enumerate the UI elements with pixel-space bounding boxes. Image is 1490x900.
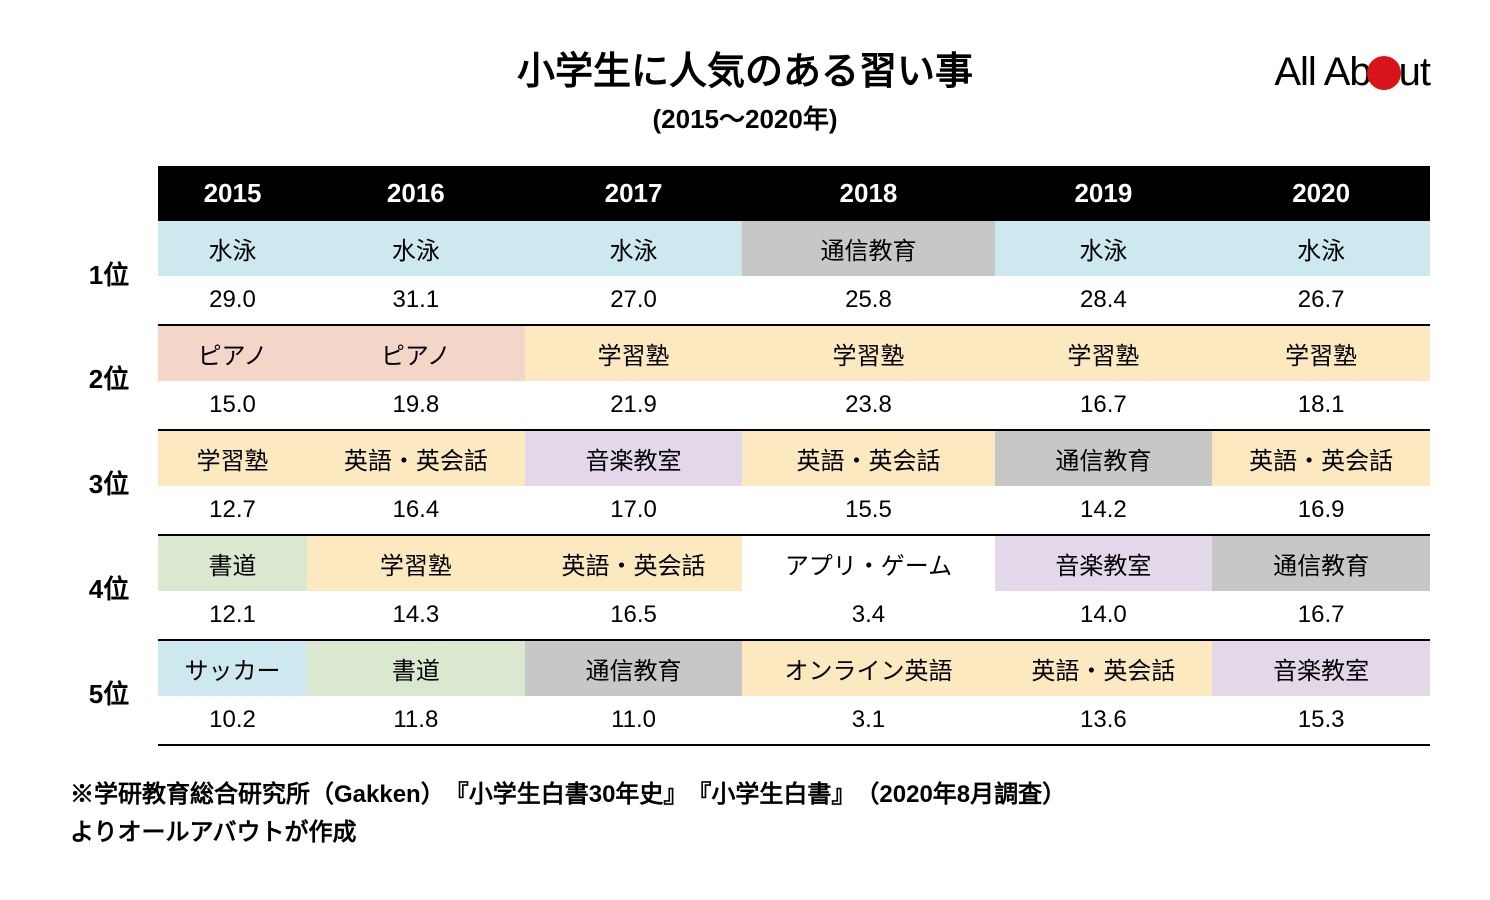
- activity-value: 23.8: [742, 381, 994, 430]
- year-header: 2015: [158, 166, 307, 221]
- activity-value: 3.4: [742, 591, 994, 640]
- rank-label: 3位: [60, 430, 158, 535]
- activity-value: 28.4: [995, 276, 1213, 325]
- activity-name: 音楽教室: [995, 535, 1213, 591]
- activity-name: 水泳: [1212, 221, 1430, 276]
- table-row: 12.716.417.015.514.216.9: [60, 486, 1430, 535]
- activity-value: 11.8: [307, 696, 525, 745]
- activity-value: 15.3: [1212, 696, 1430, 745]
- activity-name: 英語・英会話: [1212, 430, 1430, 486]
- rank-label: 1位: [60, 221, 158, 325]
- footnote: ※学研教育総合研究所（Gakken） 『小学生白書30年史』 『小学生白書』 （…: [60, 776, 1430, 853]
- table-row: 3位学習塾英語・英会話音楽教室英語・英会話通信教育英語・英会話: [60, 430, 1430, 486]
- activity-value: 21.9: [525, 381, 743, 430]
- footnote-line-1: ※学研教育総合研究所（Gakken） 『小学生白書30年史』 『小学生白書』 （…: [70, 776, 1430, 814]
- activity-value: 14.3: [307, 591, 525, 640]
- activity-value: 15.0: [158, 381, 307, 430]
- logo-text-pre: All Ab: [1274, 50, 1370, 95]
- logo-dot-icon: [1367, 56, 1401, 90]
- activity-name: 水泳: [158, 221, 307, 276]
- activity-name: 学習塾: [742, 325, 994, 381]
- activity-name: 水泳: [525, 221, 743, 276]
- activity-name: 通信教育: [1212, 535, 1430, 591]
- activity-name: 通信教育: [742, 221, 994, 276]
- activity-name: 学習塾: [158, 430, 307, 486]
- activity-name: 英語・英会話: [307, 430, 525, 486]
- activity-name: 学習塾: [1212, 325, 1430, 381]
- table-row: 4位書道学習塾英語・英会話アプリ・ゲーム音楽教室通信教育: [60, 535, 1430, 591]
- activity-name: サッカー: [158, 640, 307, 696]
- activity-value: 16.7: [995, 381, 1213, 430]
- activity-value: 11.0: [525, 696, 743, 745]
- activity-value: 14.0: [995, 591, 1213, 640]
- activity-value: 3.1: [742, 696, 994, 745]
- activity-value: 19.8: [307, 381, 525, 430]
- year-header: 2016: [307, 166, 525, 221]
- activity-name: ピアノ: [307, 325, 525, 381]
- footnote-line-2: よりオールアバウトが作成: [70, 814, 1430, 852]
- activity-value: 17.0: [525, 486, 743, 535]
- activity-value: 16.7: [1212, 591, 1430, 640]
- logo-text-post: ut: [1399, 50, 1430, 95]
- table-row: 15.019.821.923.816.718.1: [60, 381, 1430, 430]
- activity-name: 書道: [307, 640, 525, 696]
- activity-value: 25.8: [742, 276, 994, 325]
- page-title: 小学生に人気のある習い事: [517, 40, 973, 95]
- activity-name: 通信教育: [525, 640, 743, 696]
- table-row: 2位ピアノピアノ学習塾学習塾学習塾学習塾: [60, 325, 1430, 381]
- title-block: 小学生に人気のある習い事 (2015～2020年): [517, 40, 973, 136]
- activity-name: 音楽教室: [525, 430, 743, 486]
- page-subtitle: (2015～2020年): [517, 99, 973, 136]
- activity-value: 16.4: [307, 486, 525, 535]
- header: 小学生に人気のある習い事 (2015～2020年) All Ab ut: [60, 40, 1430, 136]
- activity-value: 13.6: [995, 696, 1213, 745]
- activity-name: 英語・英会話: [525, 535, 743, 591]
- activity-name: オンライン英語: [742, 640, 994, 696]
- activity-name: 通信教育: [995, 430, 1213, 486]
- activity-name: ピアノ: [158, 325, 307, 381]
- activity-value: 10.2: [158, 696, 307, 745]
- activity-name: 学習塾: [307, 535, 525, 591]
- table-row: 10.211.811.03.113.615.3: [60, 696, 1430, 745]
- activity-name: 学習塾: [525, 325, 743, 381]
- activity-name: 音楽教室: [1212, 640, 1430, 696]
- corner-cell: [60, 166, 158, 221]
- activity-name: アプリ・ゲーム: [742, 535, 994, 591]
- activity-value: 16.5: [525, 591, 743, 640]
- activity-name: 学習塾: [995, 325, 1213, 381]
- rank-label: 2位: [60, 325, 158, 430]
- activity-value: 27.0: [525, 276, 743, 325]
- rank-label: 5位: [60, 640, 158, 745]
- year-header-row: 201520162017201820192020: [60, 166, 1430, 221]
- activity-value: 15.5: [742, 486, 994, 535]
- activity-value: 31.1: [307, 276, 525, 325]
- activity-name: 水泳: [307, 221, 525, 276]
- activity-name: 書道: [158, 535, 307, 591]
- allabout-logo: All Ab ut: [1274, 50, 1430, 95]
- activity-value: 12.7: [158, 486, 307, 535]
- table-row: 5位サッカー書道通信教育オンライン英語英語・英会話音楽教室: [60, 640, 1430, 696]
- table-row: 12.114.316.53.414.016.7: [60, 591, 1430, 640]
- activity-name: 英語・英会話: [742, 430, 994, 486]
- activity-name: 水泳: [995, 221, 1213, 276]
- activity-value: 18.1: [1212, 381, 1430, 430]
- activity-value: 26.7: [1212, 276, 1430, 325]
- year-header: 2020: [1212, 166, 1430, 221]
- rank-label: 4位: [60, 535, 158, 640]
- activity-value: 12.1: [158, 591, 307, 640]
- activity-value: 14.2: [995, 486, 1213, 535]
- table-row: 1位水泳水泳水泳通信教育水泳水泳: [60, 221, 1430, 276]
- ranking-table: 201520162017201820192020 1位水泳水泳水泳通信教育水泳水…: [60, 166, 1430, 746]
- activity-value: 29.0: [158, 276, 307, 325]
- year-header: 2017: [525, 166, 743, 221]
- activity-value: 16.9: [1212, 486, 1430, 535]
- year-header: 2018: [742, 166, 994, 221]
- table-row: 29.031.127.025.828.426.7: [60, 276, 1430, 325]
- activity-name: 英語・英会話: [995, 640, 1213, 696]
- year-header: 2019: [995, 166, 1213, 221]
